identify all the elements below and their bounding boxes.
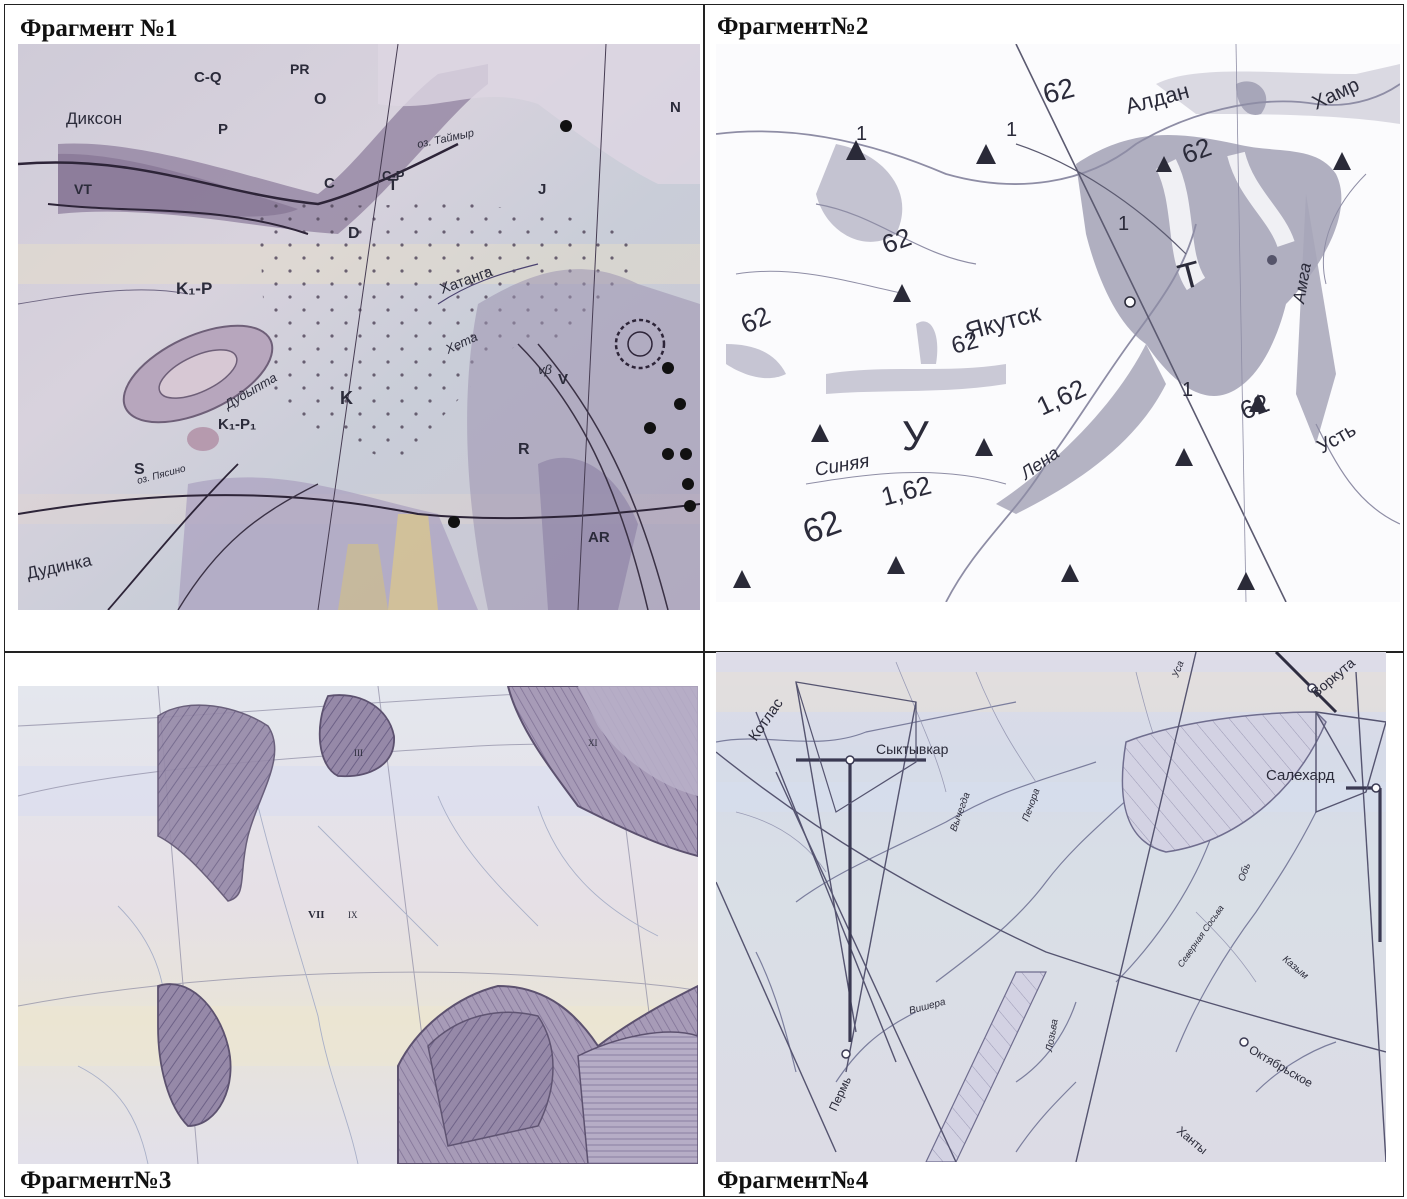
- map-fragment-2-yakutsk: Алдан Якутск Лена Синяя Амга Хамр Усть Т…: [716, 44, 1400, 602]
- index-label: 1: [1006, 119, 1017, 141]
- city-label-salekhard: Салехард: [1266, 767, 1335, 784]
- geo-symbol: K₁-P₁: [218, 416, 256, 433]
- geo-symbol: J: [538, 181, 546, 198]
- geo-symbol: VT: [74, 181, 92, 197]
- zone-label: III: [354, 748, 363, 758]
- geo-symbol: T: [388, 177, 398, 194]
- table-divider-vertical: [703, 5, 705, 1196]
- geo-symbol: V: [558, 371, 568, 388]
- index-label: 1: [856, 123, 867, 145]
- zone-label: XI: [588, 738, 598, 748]
- geological-map-fragment-1: Диксон Хатанга Дудинка Хета Дудыпта оз. …: [18, 44, 700, 610]
- geo-symbol: R: [518, 441, 530, 458]
- map-fragment-3-zones: VII III IX XI: [18, 686, 698, 1164]
- geo-symbol: PR: [290, 61, 309, 77]
- geo-symbol: P: [218, 121, 228, 138]
- map-fragment-4-north-urals: Котлас Сыктывкар Воркута Салехард Печора…: [716, 652, 1386, 1162]
- zone-label: VII: [308, 909, 325, 921]
- geo-symbol: C: [324, 175, 335, 192]
- fragments-table: [4, 4, 1404, 1197]
- index-label: 1: [1182, 379, 1193, 401]
- city-label-syktyvkar: Сыктывкар: [876, 741, 949, 757]
- geo-symbol: AR: [588, 529, 610, 546]
- geo-symbol: C-Q: [194, 69, 222, 86]
- geo-symbol: D: [348, 225, 360, 242]
- caption-fragment-4: Фрагмент№4: [717, 1167, 869, 1194]
- caption-fragment-1: Фрагмент №1: [20, 15, 178, 42]
- region-letter-u: У: [902, 412, 929, 459]
- geo-symbol: C-P: [382, 168, 405, 183]
- caption-fragment-2: Фрагмент№2: [717, 13, 869, 40]
- geo-symbol: S: [134, 461, 145, 478]
- geo-symbol: vβ: [538, 362, 553, 377]
- geo-symbol: N: [670, 99, 681, 116]
- zone-label: IX: [348, 910, 358, 920]
- geo-symbol: O: [314, 91, 326, 108]
- table-divider-horizontal: [5, 651, 1403, 653]
- index-label: 1: [1118, 213, 1129, 235]
- caption-fragment-3: Фрагмент№3: [20, 1167, 172, 1194]
- geo-symbol: K₁-P: [176, 279, 212, 298]
- geo-symbol: K: [340, 388, 353, 408]
- place-label-dikson: Диксон: [66, 109, 122, 128]
